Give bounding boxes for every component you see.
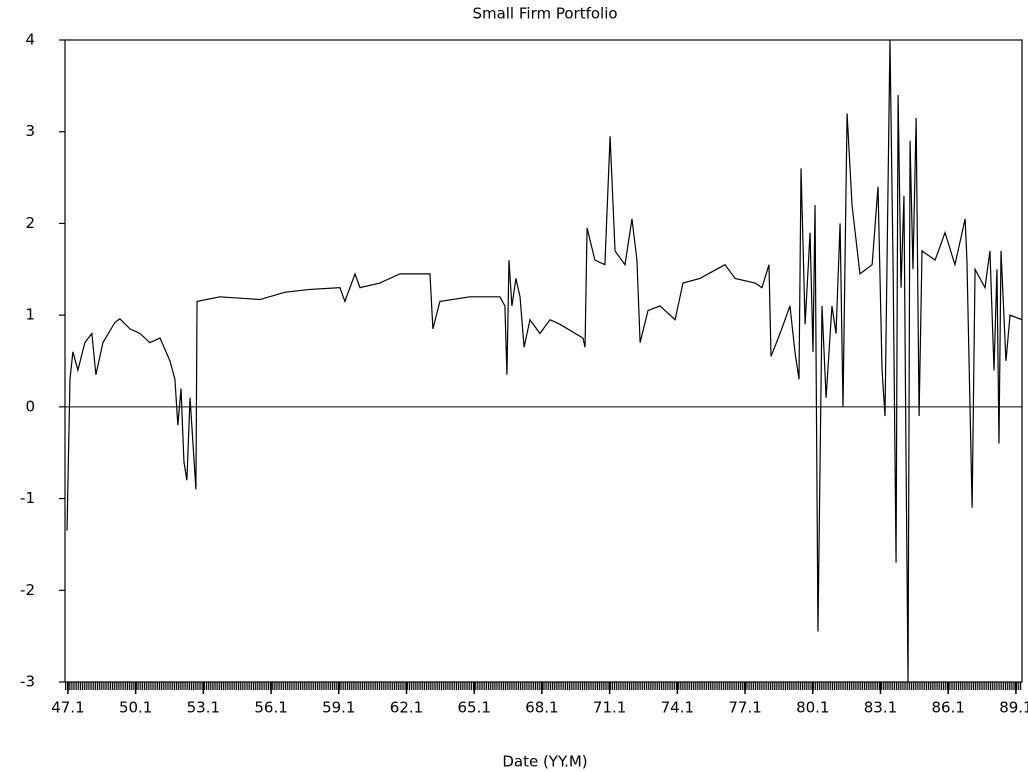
x-tick-label: 74.1 [661,699,694,717]
x-tick-label: 59.1 [322,699,355,717]
x-tick-label: 62.1 [390,699,423,717]
plot-frame [64,39,1023,683]
x-tick-label: 68.1 [525,699,558,717]
x-tick-label: 86.1 [931,699,964,717]
data-line [66,39,1023,683]
x-tick-label: 80.1 [796,699,829,717]
y-tick-label: 0 [25,397,35,415]
x-axis-label: Date (YY.M) [502,753,587,771]
y-tick-label: 1 [25,306,35,324]
x-tick-label: 83.1 [864,699,897,717]
x-tick-label: 50.1 [119,699,152,717]
x-tick-label: 77.1 [728,699,761,717]
y-tick-label: 3 [25,122,35,140]
x-tick-label: 65.1 [458,699,491,717]
y-tick-label: -3 [20,673,35,691]
y-tick-label: -1 [20,489,35,507]
minor-ticks [65,682,1022,690]
y-tick-label: 4 [25,31,35,49]
chart-title: Small Firm Portfolio [472,5,617,23]
y-tick-label: 2 [25,214,35,232]
y-tick-label: -2 [20,581,35,599]
x-tick-label: 89.1 [999,699,1028,717]
x-tick-label: 47.1 [51,699,84,717]
x-tick-label: 71.1 [593,699,626,717]
x-tick-label: 53.1 [187,699,220,717]
x-tick-label: 56.1 [254,699,287,717]
